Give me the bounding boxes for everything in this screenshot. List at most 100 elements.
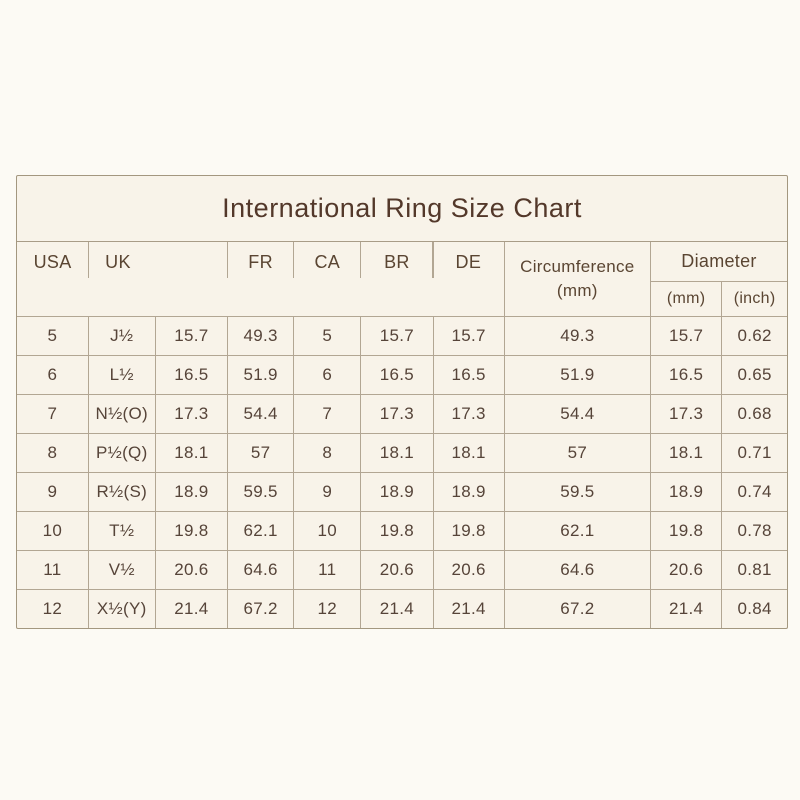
cell-diameter-inch: 0.68 [721,393,787,434]
cell-diameter-inch: 0.62 [721,315,787,356]
cell-uk-size: N½(O) [87,393,156,434]
chart-title-bar: International Ring Size Chart [17,176,787,242]
cell-br: 17.3 [360,393,434,434]
table-row: 8 P½(Q) 18.1 57 8 18.1 18.1 57 18.1 0.71 [17,432,787,473]
header-row-top: USA UK FR CA BR DE Circumference (mm) Di… [17,242,787,317]
cell-uk-size: P½(Q) [87,432,156,473]
col-header-br: BR [360,242,434,317]
cell-usa: 8 [17,432,89,473]
cell-br: 20.6 [360,549,434,590]
header-row-sub: (mm) (inch) [17,280,787,317]
table-row: 6 L½ 16.5 51.9 6 16.5 16.5 51.9 16.5 0.65 [17,354,787,395]
cell-ca: 5 [293,315,362,356]
cell-fr: 64.6 [227,549,295,590]
cell-fr: 67.2 [227,588,295,628]
col-header-usa: USA [17,242,89,317]
cell-de: 21.4 [432,588,505,628]
cell-uk-mm: 18.9 [154,471,229,512]
cell-br: 15.7 [360,315,434,356]
circumference-label-line2: (mm) [556,280,598,300]
cell-diameter-mm: 21.4 [650,588,723,628]
cell-diameter-inch: 0.84 [721,588,787,628]
cell-circumference-mm: 49.3 [503,315,652,356]
table-row: 7 N½(O) 17.3 54.4 7 17.3 17.3 54.4 17.3 0.68 [17,393,787,434]
cell-diameter-mm: 19.8 [650,510,723,551]
cell-usa: 6 [17,354,89,395]
cell-fr: 62.1 [227,510,295,551]
cell-uk-size: X½(Y) [87,588,156,628]
col-header-uk: UK [88,242,229,317]
cell-fr: 49.3 [227,315,295,356]
table-body: 5 J½ 15.7 49.3 5 15.7 15.7 49.3 15.7 0.62 6 L½ 16.5 5… [17,315,787,628]
table-row: 5 J½ 15.7 49.3 5 15.7 15.7 49.3 15.7 0.62 [17,315,787,356]
cell-ca: 8 [293,432,362,473]
cell-uk-mm: 19.8 [154,510,229,551]
cell-circumference-mm: 59.5 [503,471,652,512]
cell-ca: 6 [293,354,362,395]
col-header-diameter-inch: (inch) [721,280,787,317]
cell-uk-mm: 17.3 [154,393,229,434]
cell-br: 18.1 [360,432,434,473]
cell-usa: 9 [17,471,89,512]
cell-usa: 7 [17,393,89,434]
cell-br: 18.9 [360,471,434,512]
cell-circumference-mm: 64.6 [503,549,652,590]
cell-circumference-mm: 51.9 [503,354,652,395]
cell-de: 19.8 [432,510,505,551]
cell-uk-size: T½ [87,510,156,551]
cell-br: 21.4 [360,588,434,628]
cell-br: 19.8 [360,510,434,551]
cell-uk-size: V½ [87,549,156,590]
cell-diameter-mm: 18.1 [650,432,723,473]
cell-de: 15.7 [432,315,505,356]
cell-uk-mm: 20.6 [154,549,229,590]
cell-ca: 10 [293,510,362,551]
cell-diameter-mm: 16.5 [650,354,723,395]
col-header-circumference: Circumference (mm) [503,242,652,317]
cell-de: 18.9 [432,471,505,512]
cell-diameter-inch: 0.65 [721,354,787,395]
cell-uk-mm: 16.5 [154,354,229,395]
cell-ca: 7 [293,393,362,434]
cell-ca: 12 [293,588,362,628]
cell-usa: 10 [17,510,89,551]
cell-uk-mm: 15.7 [154,315,229,356]
cell-uk-mm: 21.4 [154,588,229,628]
table-row: 10 T½ 19.8 62.1 10 19.8 19.8 62.1 19.8 0.78 [17,510,787,551]
col-header-diameter: Diameter [650,242,787,282]
cell-diameter-mm: 17.3 [650,393,723,434]
table-header: USA UK FR CA BR DE Circumference (mm) Di… [17,242,787,317]
cell-circumference-mm: 62.1 [503,510,652,551]
cell-circumference-mm: 57 [503,432,652,473]
cell-de: 16.5 [432,354,505,395]
col-header-diameter-mm: (mm) [650,280,723,317]
cell-uk-size: J½ [87,315,156,356]
cell-usa: 5 [17,315,89,356]
cell-circumference-mm: 54.4 [503,393,652,434]
circumference-label-line1: Circumference [520,256,635,276]
cell-diameter-inch: 0.81 [721,549,787,590]
cell-fr: 51.9 [227,354,295,395]
cell-uk-mm: 18.1 [154,432,229,473]
cell-circumference-mm: 67.2 [503,588,652,628]
cell-de: 17.3 [432,393,505,434]
table-row: 12 X½(Y) 21.4 67.2 12 21.4 21.4 67.2 21.4 0.84 [17,588,787,628]
cell-fr: 59.5 [227,471,295,512]
chart-title: International Ring Size Chart [222,193,582,223]
cell-diameter-mm: 20.6 [650,549,723,590]
cell-fr: 57 [227,432,295,473]
cell-diameter-mm: 15.7 [650,315,723,356]
col-header-ca: CA [293,242,362,317]
cell-usa: 12 [17,588,89,628]
col-header-de: DE [433,242,505,317]
cell-uk-size: R½(S) [87,471,156,512]
cell-usa: 11 [17,549,89,590]
ring-size-chart-card: International Ring Size Chart USA UK FR … [16,175,788,629]
cell-br: 16.5 [360,354,434,395]
cell-uk-size: L½ [87,354,156,395]
table-row: 11 V½ 20.6 64.6 11 20.6 20.6 64.6 20.6 0.81 [17,549,787,590]
cell-diameter-inch: 0.74 [721,471,787,512]
cell-diameter-inch: 0.78 [721,510,787,551]
cell-de: 18.1 [432,432,505,473]
cell-diameter-mm: 18.9 [650,471,723,512]
